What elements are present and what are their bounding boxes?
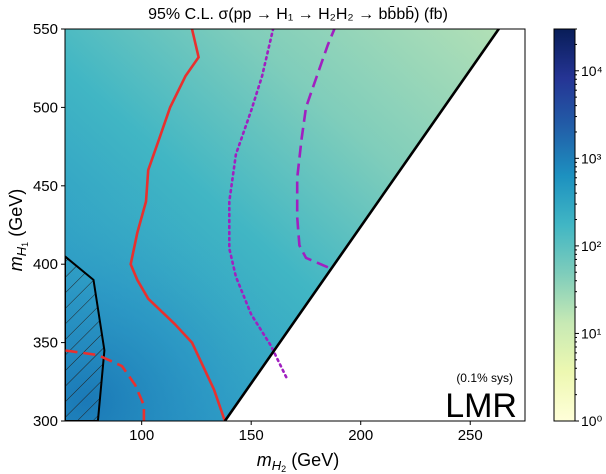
limit-contour-dotted-3 — [228, 29, 288, 379]
x-axis-label: mH2 (GeV) — [257, 450, 339, 474]
limit-contour-solid-1 — [129, 29, 227, 421]
y-tick-label: 500 — [33, 99, 58, 116]
colorbar-tick-label: 10⁰ — [581, 413, 603, 429]
y-tick-label: 400 — [33, 256, 58, 273]
kinematic-boundary-line — [223, 29, 501, 421]
limit-contour-dashed-2 — [65, 349, 146, 421]
region-label: LMR — [445, 387, 517, 425]
y-tick-label: 550 — [33, 21, 58, 38]
x-tick-label: 150 — [239, 427, 264, 444]
y-tick-label: 450 — [33, 178, 58, 195]
chart-title: 95% C.L. σ(pp → H₁ → H₂H₂ → bb̄bb̄) (fb) — [148, 6, 448, 23]
colorbar-tick-label: 10³ — [581, 150, 602, 166]
colorbar-tick-label: 10⁴ — [581, 63, 603, 79]
plot-frame — [64, 28, 526, 422]
x-tick-label: 250 — [458, 427, 483, 444]
colorbar-tick-label: 10¹ — [581, 325, 602, 341]
colorbar-tick-label: 10² — [581, 238, 602, 254]
colorbar — [553, 28, 576, 422]
excluded-region-hatch — [65, 255, 106, 421]
y-axis-label: mH1 (GeV) — [6, 189, 30, 271]
x-axis-ticks: 100 150 200 250 — [129, 421, 483, 444]
colorbar-ticks: 10⁰ 10¹ 10² 10³ 10⁴ — [575, 28, 603, 429]
y-tick-label: 350 — [33, 335, 58, 352]
x-tick-label: 200 — [348, 427, 373, 444]
limit-contour-dashed-4 — [295, 29, 336, 269]
y-axis-ticks: 300 350 400 450 500 550 — [33, 21, 65, 430]
heatmap-high-value-shading — [65, 29, 499, 421]
systematics-note: (0.1% sys) — [456, 371, 513, 385]
x-tick-label: 100 — [129, 427, 154, 444]
y-tick-label: 300 — [33, 413, 58, 430]
